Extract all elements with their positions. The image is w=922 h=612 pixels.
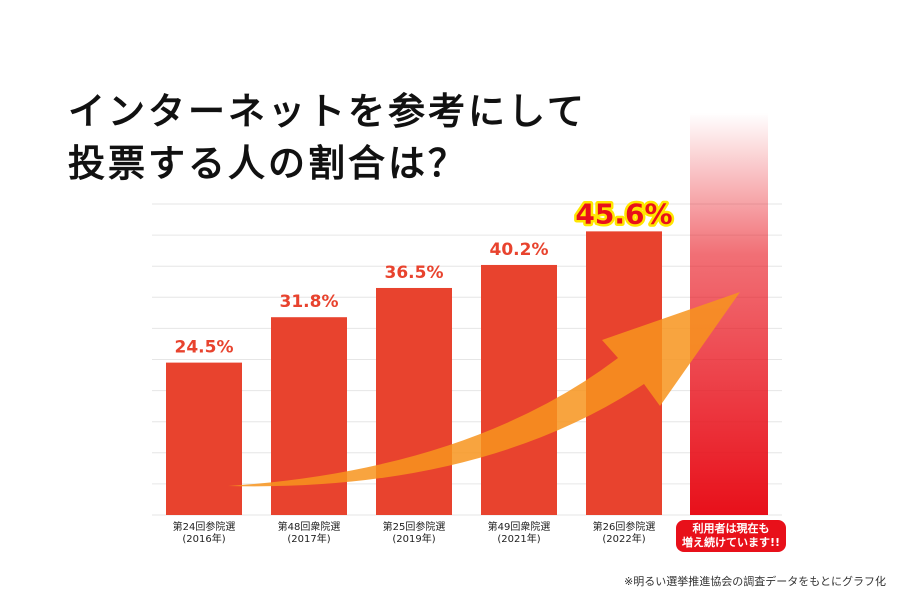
bar-value-label: 24.5% bbox=[175, 338, 234, 358]
category-label-election: 第49回衆院選 bbox=[487, 522, 551, 533]
chart-title-line-1: インターネットを参考にして bbox=[68, 90, 587, 133]
future-growth-label-line-2: 増え続けています!! bbox=[681, 536, 781, 549]
bar bbox=[166, 362, 242, 515]
bar bbox=[481, 264, 557, 515]
future-growth-label-line-1: 利用者は現在も bbox=[692, 522, 770, 535]
category-label-election: 第26回参院選 bbox=[592, 522, 656, 533]
category-label-year: (2016年) bbox=[182, 534, 226, 545]
bar bbox=[376, 287, 452, 515]
category-label: 第26回参院選 (2022年) bbox=[564, 522, 684, 546]
source-footnote: ※明るい選挙推進協会の調査データをもとにグラフ化 bbox=[624, 575, 886, 588]
category-label-election: 第25回参院選 bbox=[382, 522, 446, 533]
category-label-year: (2017年) bbox=[287, 534, 331, 545]
bar-value-label: 31.8% bbox=[280, 292, 339, 312]
bar-value-label: 40.2% bbox=[490, 240, 549, 260]
future-growth-label: 利用者は現在も 増え続けています!! bbox=[676, 520, 786, 552]
chart-title-line-2: 投票する人の割合は？ bbox=[68, 142, 468, 185]
category-label-year: (2019年) bbox=[392, 534, 436, 545]
bar-value-label: 45.6% bbox=[575, 197, 672, 230]
category-label: 第25回参院選 (2019年) bbox=[354, 522, 474, 546]
category-label: 第48回衆院選 (2017年) bbox=[249, 522, 369, 546]
category-label-election: 第24回参院選 bbox=[172, 522, 236, 533]
bar-value-label: 36.5% bbox=[385, 263, 444, 283]
category-label: 第24回参院選 (2016年) bbox=[144, 522, 264, 546]
category-label-election: 第48回衆院選 bbox=[277, 522, 341, 533]
category-label-year: (2021年) bbox=[497, 534, 541, 545]
chart-title: インターネットを参考にして 投票する人の割合は？ bbox=[68, 86, 587, 190]
trend-arrow bbox=[228, 292, 740, 487]
category-label-year: (2022年) bbox=[602, 534, 646, 545]
category-label: 第49回衆院選 (2021年) bbox=[459, 522, 579, 546]
